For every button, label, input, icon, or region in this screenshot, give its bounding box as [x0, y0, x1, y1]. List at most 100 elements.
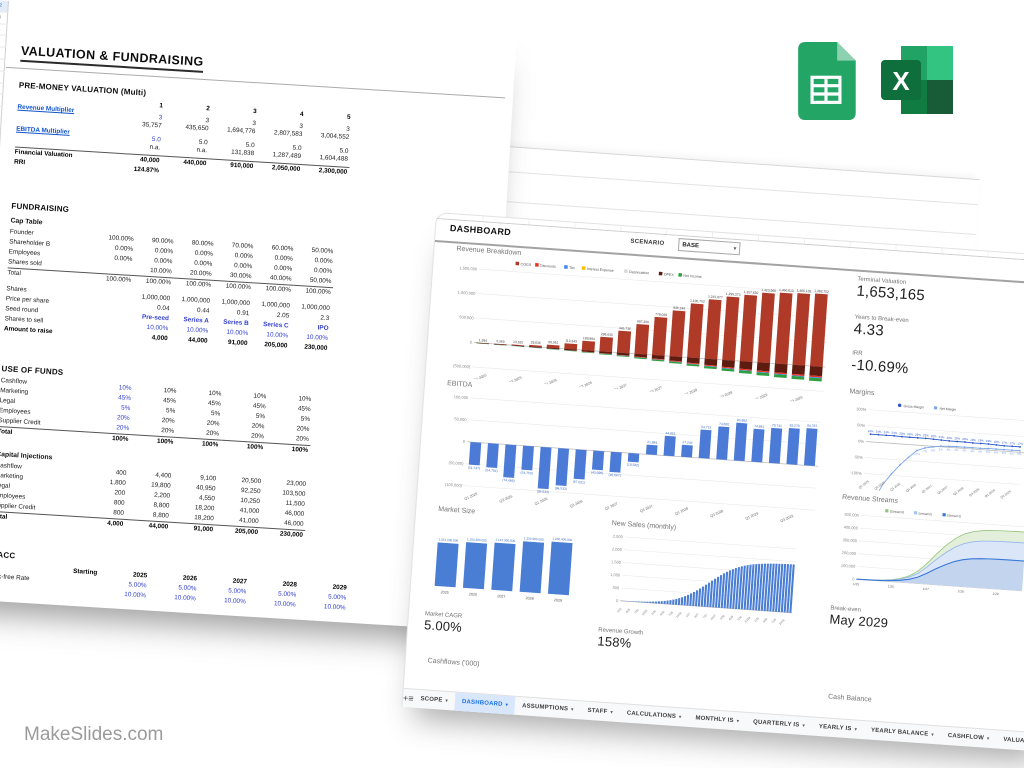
scenario-dropdown[interactable]: BASE ▾	[677, 237, 741, 256]
chart-element	[555, 448, 570, 486]
chart-element: 13,525	[513, 340, 524, 345]
row-number: 7	[0, 58, 6, 72]
cell: 10.00%	[124, 591, 147, 600]
tab-assumptions[interactable]: ASSUMPTIONS ▾	[514, 697, 581, 720]
chart-element: 5%	[994, 450, 999, 454]
chart-element	[546, 347, 560, 350]
tab-dashboard[interactable]: DASHBOARD ▾	[454, 692, 516, 715]
chart-element: Q3 2029	[789, 395, 803, 404]
chart-element: 1,105,752	[690, 299, 705, 304]
tab-monthly-is[interactable]: MONTHLY IS ▾	[688, 709, 747, 731]
chart-element	[692, 591, 696, 606]
cell: 5.0 1,604,488	[303, 142, 351, 167]
cell: 44,000	[187, 336, 208, 345]
chart-element	[564, 265, 568, 269]
chart-element: -2%	[930, 448, 936, 452]
scenario-value: BASE	[682, 241, 700, 249]
chevron-down-icon: ▾	[445, 697, 449, 704]
chart-element	[470, 397, 822, 423]
chart-element	[564, 350, 577, 352]
chart-element: 400,000	[843, 525, 859, 531]
chart-element	[721, 367, 735, 370]
chart-element	[704, 366, 717, 370]
chart-element: (50,000)	[448, 460, 464, 466]
chart-element	[913, 511, 918, 515]
cell: 3 435,650	[163, 112, 211, 137]
chart-element	[462, 542, 488, 590]
chart-element: (Stream3)	[890, 509, 904, 514]
chart-element	[669, 600, 672, 605]
chart-element	[916, 436, 919, 439]
chart-element	[581, 351, 595, 353]
chart-element: Q3 2027	[937, 485, 949, 495]
chart-element	[723, 571, 729, 609]
chart-element: 2029	[554, 598, 562, 603]
chart-element: 82,278	[789, 423, 800, 428]
tab-staff[interactable]: STAFF ▾	[580, 701, 621, 722]
cell: 205,000	[214, 524, 261, 539]
chart-element: 4/26	[659, 609, 666, 616]
cell: 4,000	[79, 516, 126, 530]
chart-element	[473, 342, 826, 368]
chart-element: Q1 2029	[745, 511, 759, 520]
chart-element	[901, 435, 903, 438]
chart-element: Q1 2025	[464, 492, 478, 501]
chart-element	[729, 569, 735, 609]
chart-element	[651, 358, 665, 360]
chart-element: 1/26	[888, 584, 895, 588]
cell: 100.00%	[292, 284, 334, 299]
chart-element	[704, 299, 722, 360]
chart-element: Q1 2027	[604, 502, 618, 511]
chart-element: 5,560	[496, 339, 505, 344]
chart-element: Q1 2027	[613, 383, 627, 392]
chart-element: 1/28	[957, 589, 964, 593]
tab-calculations[interactable]: CALCULATIONS ▾	[619, 704, 689, 727]
cell: 124.87%	[133, 165, 160, 175]
chart-element	[791, 373, 805, 377]
chart-element	[564, 350, 577, 352]
tab-cashflow[interactable]: CASHFLOW ▾	[940, 727, 997, 749]
chart-element	[669, 360, 682, 363]
tab-yearly-is[interactable]: YEARLY IS ▾	[811, 717, 864, 739]
chart-element: 1,500,000	[459, 265, 478, 271]
chart-element	[706, 582, 711, 607]
tab-valuation[interactable]: VALUATION▾	[996, 730, 1024, 752]
chart-element	[468, 419, 820, 445]
cell: 100%	[85, 431, 131, 446]
chart-element: 17%	[1009, 441, 1015, 445]
element: DASHBOARD	[461, 699, 503, 708]
chart-element	[726, 570, 732, 609]
cell	[207, 169, 255, 182]
chart-element: Q3 2028	[719, 390, 733, 399]
chart-element: 1,000	[610, 572, 621, 578]
tab-yearly-balance[interactable]: YEARLY BALANCE ▾	[863, 721, 941, 744]
chart-element: 2025	[440, 590, 448, 595]
chart-element: 607,356	[637, 319, 649, 324]
chart-element	[877, 433, 880, 436]
margins-chart: Gross Margin Net Margin 100% 50% 0% -50% -100%…	[839, 396, 1024, 522]
chart-element: 4/28	[727, 614, 734, 621]
chart-element: 4/27	[693, 612, 700, 619]
chart-element: 100,000 50,000 0 (50,000) (100,000) (51,747) Q…	[445, 394, 822, 523]
chart-element	[721, 368, 735, 372]
row-number: 2	[0, 0, 9, 13]
chart-element: Tax	[569, 266, 575, 270]
dashboard-title: DASHBOARD	[449, 223, 512, 238]
chart-element: Q1 2026	[889, 481, 901, 491]
chart-element: 7/25	[633, 608, 640, 615]
chart-element	[643, 601, 646, 603]
kpi-years-to-breakeven: Years to Break-even 4.33	[853, 314, 909, 341]
chart-element	[772, 563, 778, 612]
chart-element	[940, 445, 942, 448]
chart-element	[881, 60, 921, 100]
chart-element	[780, 563, 787, 613]
chart-element	[463, 485, 816, 511]
tab-quarterly-is[interactable]: QUARTERLY IS ▾	[745, 713, 812, 736]
chart-element: 1,423,966	[761, 288, 776, 293]
tab-scope[interactable]: SCOPE ▾	[413, 690, 456, 711]
chart-element: 1,220,900,000	[524, 536, 544, 541]
row-number: 8	[0, 70, 5, 84]
chart-element	[752, 563, 758, 611]
chart-element	[948, 440, 951, 442]
chart-element: 19%	[986, 439, 992, 443]
